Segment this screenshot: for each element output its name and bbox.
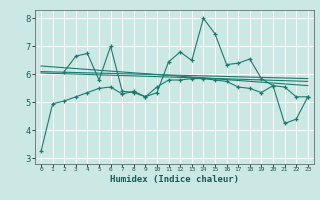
X-axis label: Humidex (Indice chaleur): Humidex (Indice chaleur): [110, 175, 239, 184]
